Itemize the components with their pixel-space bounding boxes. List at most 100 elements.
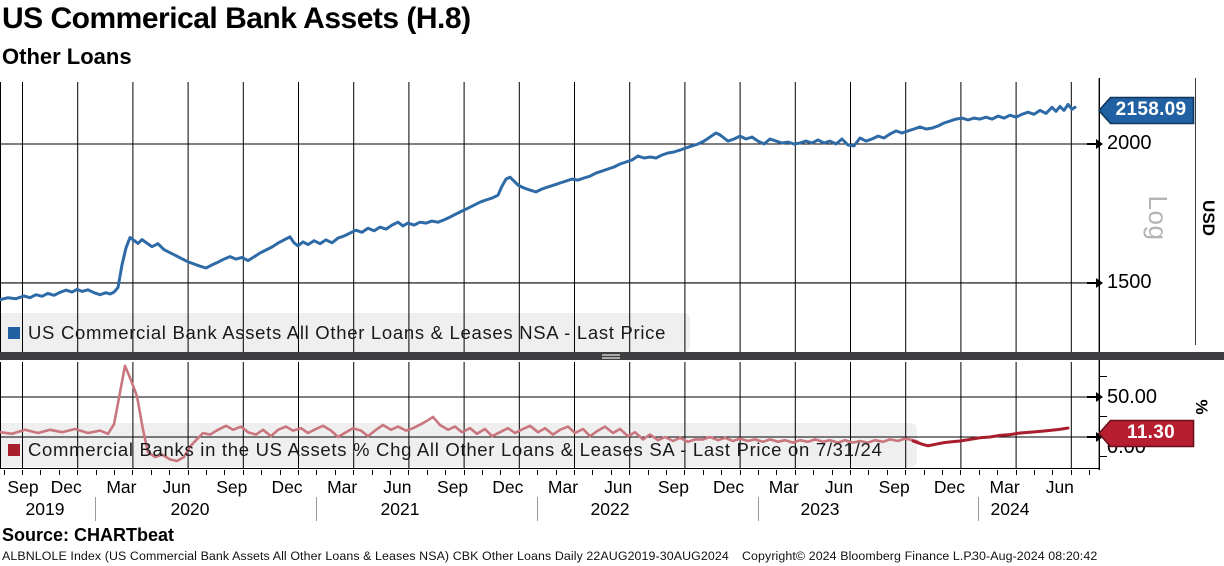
bottom-legend[interactable]: Commercial Banks in the US Assets % Chg … — [8, 437, 882, 463]
x-axis-month-tick — [758, 469, 759, 475]
x-axis-month-tick — [426, 469, 428, 475]
footer-ticker-description: ALBNLOLE Index (US Commercial Bank Asset… — [2, 549, 729, 563]
month-label: Dec — [933, 477, 965, 497]
month-label: Jun — [1045, 477, 1074, 497]
top-ytick-2000: 2000 — [1107, 132, 1152, 154]
x-axis-month-tick — [997, 469, 999, 475]
x-axis-month-tick — [647, 469, 649, 475]
top-legend[interactable]: US Commercial Bank Assets All Other Loan… — [8, 313, 666, 352]
x-axis-month-tick — [629, 469, 631, 475]
x-axis-month-tick — [224, 469, 226, 475]
x-axis-month-tick — [684, 469, 686, 475]
month-label: Sep — [216, 477, 248, 497]
x-axis-month-tick — [482, 469, 483, 475]
x-axis-month-tick — [206, 469, 207, 475]
top-price-chart[interactable] — [0, 78, 1100, 352]
x-axis-month-tick — [1015, 469, 1017, 475]
month-label: Mar — [989, 477, 1020, 497]
x-axis-month-tick — [850, 469, 851, 475]
x-axis-month-tick — [408, 469, 410, 475]
x-axis-month-tick — [40, 469, 42, 475]
month-label: Sep — [7, 477, 39, 497]
axis-tick-arrow-icon — [1087, 432, 1103, 442]
year-separator — [978, 497, 979, 521]
x-axis-month-tick — [702, 469, 704, 475]
month-label: Jun — [824, 477, 854, 497]
x-axis-month-tick — [960, 469, 962, 475]
log-scale-label[interactable]: Log — [1143, 195, 1173, 241]
top-ytick-1500: 1500 — [1107, 271, 1152, 293]
year-separator — [316, 497, 317, 521]
x-axis-month-tick — [390, 469, 391, 475]
x-axis-month-tick — [3, 469, 5, 475]
divider-drag-handle[interactable] — [602, 354, 620, 356]
x-axis-month-tick — [555, 469, 557, 475]
year-label: 2024 — [990, 499, 1030, 519]
month-label: Mar — [327, 477, 358, 497]
month-label: Dec — [492, 477, 524, 497]
minor-tick — [1100, 456, 1107, 458]
x-axis-month-tick — [518, 469, 520, 475]
axis-tick-arrow-icon — [1087, 278, 1103, 288]
footer-copyright: Copyright© 2024 Bloomberg Finance L.P. — [742, 549, 974, 563]
month-label: Sep — [437, 477, 469, 497]
red-series-swatch-icon — [8, 444, 20, 456]
year-label: 2020 — [170, 499, 210, 519]
month-label: Dec — [271, 477, 303, 497]
x-axis-month-tick — [739, 469, 741, 475]
year-label: 2023 — [800, 499, 840, 519]
bottom-ytick-50: 50.00 — [1107, 386, 1158, 408]
x-axis-month-tick — [923, 469, 925, 475]
x-axis-month-tick — [1089, 469, 1091, 475]
x-axis-month-tick — [1034, 469, 1035, 475]
x-axis-month-tick — [187, 469, 189, 475]
month-label: Mar — [547, 477, 579, 497]
month-label: Jun — [162, 477, 191, 497]
x-axis-month-tick — [978, 469, 980, 475]
month-label: Jun — [383, 477, 412, 497]
percent-axis-unit-label: % — [1192, 399, 1211, 415]
page-subtitle: Other Loans — [2, 44, 132, 69]
x-axis-month-tick — [242, 469, 244, 475]
x-axis-month-tick — [132, 469, 134, 475]
bottom-pct-change-chart[interactable] — [0, 360, 1100, 470]
x-axis-month-tick — [334, 469, 336, 475]
x-axis-month-tick — [77, 469, 79, 475]
last-price-badge-bottom: 11.30 — [1098, 419, 1195, 448]
page-title: US Commerical Bank Assets (H.8) — [2, 2, 471, 35]
x-axis-month-tick — [463, 469, 465, 475]
x-axis-month-tick — [592, 469, 594, 475]
x-axis-month-tick — [169, 469, 171, 475]
x-axis-month-tick — [500, 469, 502, 475]
x-axis-month-tick — [22, 469, 23, 475]
last-price-value-bottom: 11.30 — [1127, 422, 1175, 443]
last-price-badge-top: 2158.09 — [1098, 96, 1195, 125]
x-axis-month-tick — [371, 469, 373, 475]
year-separator — [95, 497, 96, 521]
month-label: Sep — [878, 477, 910, 497]
year-label: 2019 — [25, 499, 65, 519]
month-label: Dec — [713, 477, 745, 497]
panel-divider[interactable] — [0, 352, 1224, 360]
x-axis-month-tick — [298, 469, 299, 475]
source-line: Source: CHARTbeat — [2, 525, 175, 545]
x-axis-month-tick — [316, 469, 318, 475]
year-separator — [537, 497, 538, 521]
divider-drag-handle[interactable] — [602, 357, 620, 359]
usd-axis-unit-label: USD — [1199, 200, 1218, 236]
x-axis-month-tick — [831, 469, 833, 475]
axis-tick-arrow-icon — [1087, 139, 1103, 149]
x-axis-month-tick — [794, 469, 796, 475]
axis-tick-arrow-icon — [1087, 392, 1103, 402]
x-axis-month-tick — [150, 469, 152, 475]
bottom-legend-label: Commercial Banks in the US Assets % Chg … — [28, 439, 883, 460]
axis-separator-line — [1195, 78, 1197, 345]
x-axis-month-tick — [1070, 469, 1072, 475]
minor-tick — [1100, 376, 1107, 378]
month-label: Mar — [768, 477, 799, 497]
x-axis-month-tick — [776, 469, 778, 475]
minor-tick — [1100, 416, 1107, 418]
x-axis-month-tick — [868, 469, 870, 475]
x-axis-month-tick — [279, 469, 281, 475]
top-legend-label: US Commercial Bank Assets All Other Loan… — [28, 321, 667, 343]
